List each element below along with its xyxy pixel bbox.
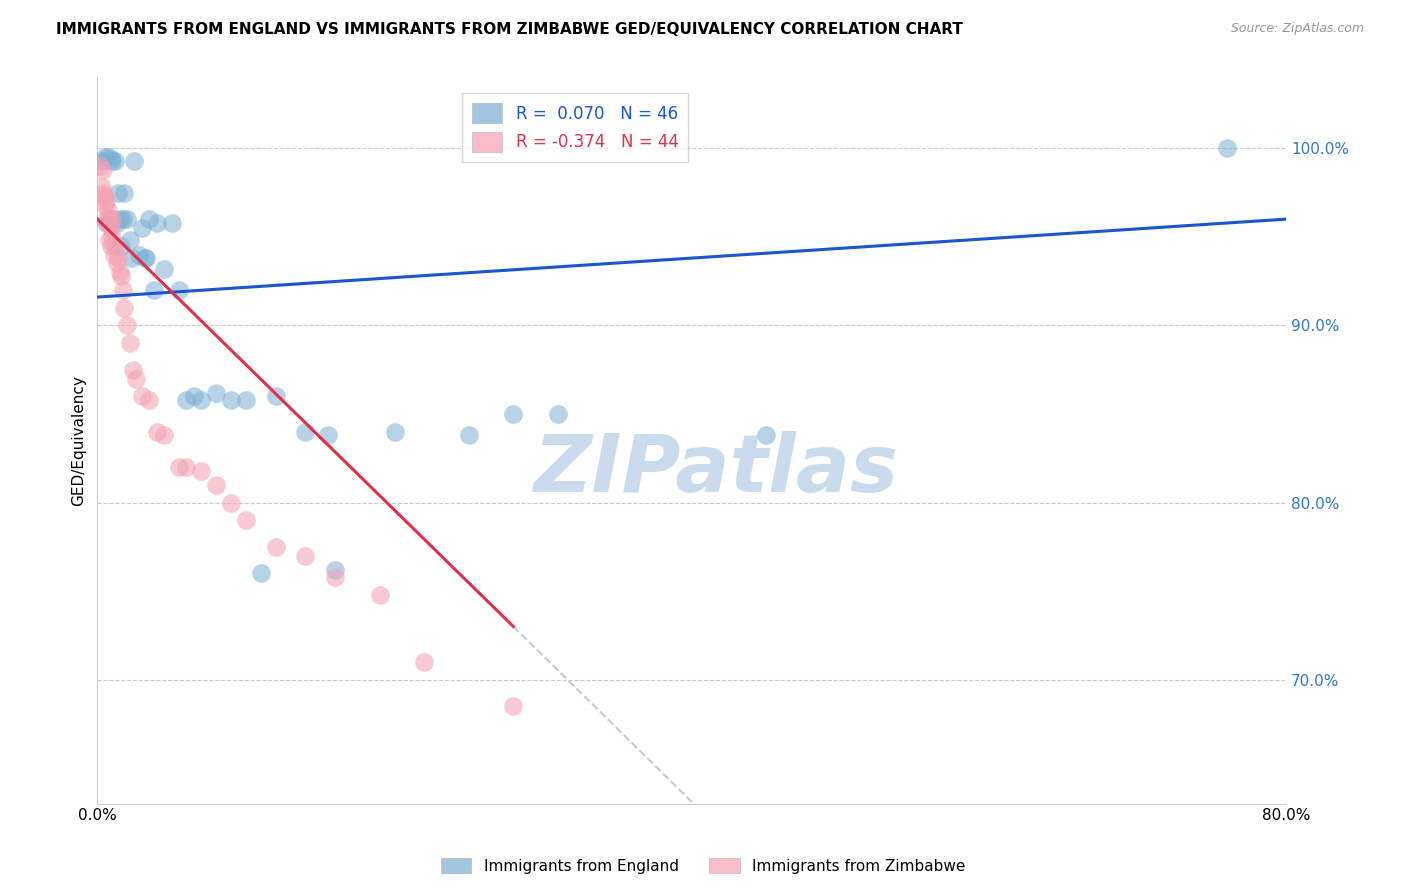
Point	[413, 655, 436, 669]
Point	[94, 189, 117, 203]
Point	[89, 159, 111, 173]
Point	[115, 212, 138, 227]
Point	[502, 699, 524, 714]
Point	[98, 233, 121, 247]
Point	[135, 251, 157, 265]
Point	[90, 180, 112, 194]
Point	[96, 194, 118, 209]
Point	[146, 216, 169, 230]
Point	[97, 150, 120, 164]
Point	[104, 153, 127, 168]
Text: IMMIGRANTS FROM ENGLAND VS IMMIGRANTS FROM ZIMBABWE GED/EQUIVALENCY CORRELATION : IMMIGRANTS FROM ENGLAND VS IMMIGRANTS FR…	[56, 22, 963, 37]
Point	[96, 216, 118, 230]
Point	[131, 389, 153, 403]
Point	[219, 392, 242, 407]
Point	[547, 407, 569, 421]
Point	[183, 389, 205, 403]
Point	[103, 247, 125, 261]
Point	[112, 301, 135, 315]
Point	[94, 198, 117, 212]
Point	[205, 385, 228, 400]
Point	[107, 186, 129, 200]
Point	[98, 212, 121, 227]
Point	[294, 425, 316, 439]
Point	[323, 563, 346, 577]
Point	[502, 407, 524, 421]
Point	[101, 212, 124, 227]
Point	[100, 238, 122, 252]
Point	[176, 460, 198, 475]
Point	[110, 268, 132, 283]
Point	[91, 162, 114, 177]
Point	[190, 464, 212, 478]
Point	[264, 389, 287, 403]
Point	[101, 230, 124, 244]
Point	[384, 425, 406, 439]
Point	[108, 265, 131, 279]
Point	[122, 362, 145, 376]
Point	[249, 566, 271, 581]
Point	[105, 256, 128, 270]
Point	[97, 216, 120, 230]
Point	[111, 212, 134, 227]
Point	[1215, 141, 1237, 155]
Point	[138, 392, 160, 407]
Point	[167, 460, 190, 475]
Point	[160, 216, 183, 230]
Text: ZIPatlas: ZIPatlas	[533, 431, 898, 508]
Point	[153, 428, 176, 442]
Point	[105, 216, 128, 230]
Point	[368, 588, 391, 602]
Point	[131, 221, 153, 235]
Point	[98, 216, 121, 230]
Point	[112, 186, 135, 200]
Point	[219, 495, 242, 509]
Point	[118, 336, 141, 351]
Point	[190, 392, 212, 407]
Point	[108, 212, 131, 227]
Point	[205, 478, 228, 492]
Point	[457, 428, 479, 442]
Text: Source: ZipAtlas.com: Source: ZipAtlas.com	[1230, 22, 1364, 36]
Point	[755, 428, 778, 442]
Legend: R =  0.070   N = 46, R = -0.374   N = 44: R = 0.070 N = 46, R = -0.374 N = 44	[463, 93, 689, 162]
Point	[323, 570, 346, 584]
Point	[101, 153, 124, 168]
Point	[111, 283, 134, 297]
Point	[264, 540, 287, 554]
Point	[294, 549, 316, 563]
Point	[235, 513, 257, 527]
Point	[167, 283, 190, 297]
Point	[96, 212, 118, 227]
Point	[124, 153, 146, 168]
Point	[94, 150, 117, 164]
Point	[138, 212, 160, 227]
Point	[134, 251, 156, 265]
Point	[91, 186, 114, 200]
Legend: Immigrants from England, Immigrants from Zimbabwe: Immigrants from England, Immigrants from…	[434, 852, 972, 880]
Point	[104, 238, 127, 252]
Point	[128, 247, 150, 261]
Point	[125, 371, 148, 385]
Point	[153, 261, 176, 276]
Point	[110, 238, 132, 252]
Point	[121, 251, 143, 265]
Point	[235, 392, 257, 407]
Point	[118, 233, 141, 247]
Point	[100, 152, 122, 166]
Point	[142, 283, 165, 297]
Point	[176, 392, 198, 407]
Point	[90, 153, 112, 168]
Point	[316, 428, 339, 442]
Point	[97, 203, 120, 218]
Point	[100, 221, 122, 235]
Y-axis label: GED/Equivalency: GED/Equivalency	[72, 376, 86, 506]
Point	[107, 251, 129, 265]
Point	[146, 425, 169, 439]
Point	[115, 318, 138, 333]
Point	[101, 212, 124, 227]
